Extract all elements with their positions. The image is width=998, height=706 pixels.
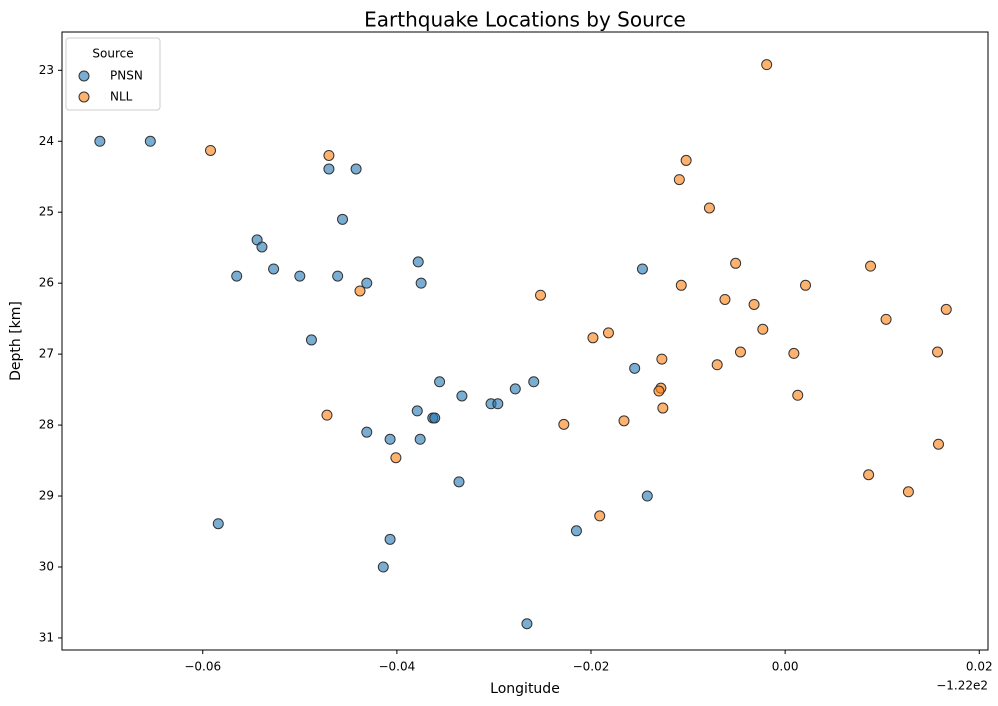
point <box>680 154 692 166</box>
point <box>902 486 914 498</box>
point <box>415 277 427 289</box>
point <box>734 346 746 358</box>
y-tick-label: 27 <box>39 347 54 361</box>
point <box>636 263 648 275</box>
point <box>231 270 243 282</box>
x-tick-label: 0.02 <box>966 660 993 674</box>
point <box>641 490 653 502</box>
x-tick-label: 0.00 <box>772 660 799 674</box>
legend-marker <box>78 70 90 82</box>
point <box>703 202 715 214</box>
point <box>144 135 156 147</box>
point <box>305 334 317 346</box>
point <box>792 389 804 401</box>
point <box>653 385 665 397</box>
point <box>629 362 641 374</box>
point <box>932 346 944 358</box>
point <box>256 241 268 253</box>
point <box>414 433 426 445</box>
point <box>932 438 944 450</box>
x-tick-label: −0.02 <box>573 660 610 674</box>
point <box>880 313 892 325</box>
point <box>800 279 812 291</box>
y-tick-label: 23 <box>39 63 54 77</box>
point <box>412 256 424 268</box>
point <box>673 174 685 186</box>
point <box>587 332 599 344</box>
legend-label: NLL <box>110 90 133 104</box>
point <box>656 353 668 365</box>
x-tick-label: −0.04 <box>378 660 415 674</box>
y-tick-label: 30 <box>39 559 54 573</box>
point <box>429 412 441 424</box>
y-tick-label: 25 <box>39 205 54 219</box>
point <box>528 376 540 388</box>
point <box>618 415 630 427</box>
point <box>321 409 333 421</box>
point <box>602 327 614 339</box>
y-axis-label: Depth [km] <box>8 301 24 381</box>
x-axis-label: Longitude <box>490 681 560 697</box>
point <box>390 452 402 464</box>
point <box>361 277 373 289</box>
point <box>384 433 396 445</box>
point <box>212 518 224 530</box>
point <box>748 298 760 310</box>
point <box>377 561 389 573</box>
point <box>675 279 687 291</box>
point <box>453 476 465 488</box>
point <box>354 285 366 297</box>
point <box>730 257 742 269</box>
legend-box <box>65 37 161 111</box>
point <box>711 359 723 371</box>
point <box>657 402 669 414</box>
y-tick-label: 31 <box>39 630 54 644</box>
point <box>337 213 349 225</box>
y-tick-label: 26 <box>39 276 54 290</box>
point <box>863 469 875 481</box>
point <box>719 293 731 305</box>
point <box>757 323 769 335</box>
point <box>361 426 373 438</box>
point <box>384 533 396 545</box>
point <box>865 260 877 272</box>
chart-title: Earthquake Locations by Source <box>364 8 686 32</box>
point <box>411 405 423 417</box>
point <box>940 303 952 315</box>
point <box>323 163 335 175</box>
point <box>492 398 504 410</box>
point <box>434 376 446 388</box>
y-tick-label: 29 <box>39 489 54 503</box>
point <box>323 149 335 161</box>
point <box>788 347 800 359</box>
y-tick-label: 24 <box>39 134 54 148</box>
legend-title: Source <box>92 47 133 61</box>
y-tick-label: 28 <box>39 418 54 432</box>
point <box>456 390 468 402</box>
point <box>350 163 362 175</box>
legend-marker <box>78 91 90 103</box>
point <box>205 144 217 156</box>
x-tick-label: −0.06 <box>184 660 221 674</box>
point <box>332 270 344 282</box>
point <box>535 289 547 301</box>
point <box>94 135 106 147</box>
plot-area <box>61 31 989 651</box>
x-offset-label: −1.22e2 <box>936 679 988 693</box>
point <box>509 383 521 395</box>
point <box>294 270 306 282</box>
point <box>594 510 606 522</box>
point <box>570 525 582 537</box>
legend-label: PNSN <box>110 69 143 83</box>
point <box>268 263 280 275</box>
point <box>521 618 533 630</box>
point <box>761 59 773 71</box>
point <box>558 418 570 430</box>
